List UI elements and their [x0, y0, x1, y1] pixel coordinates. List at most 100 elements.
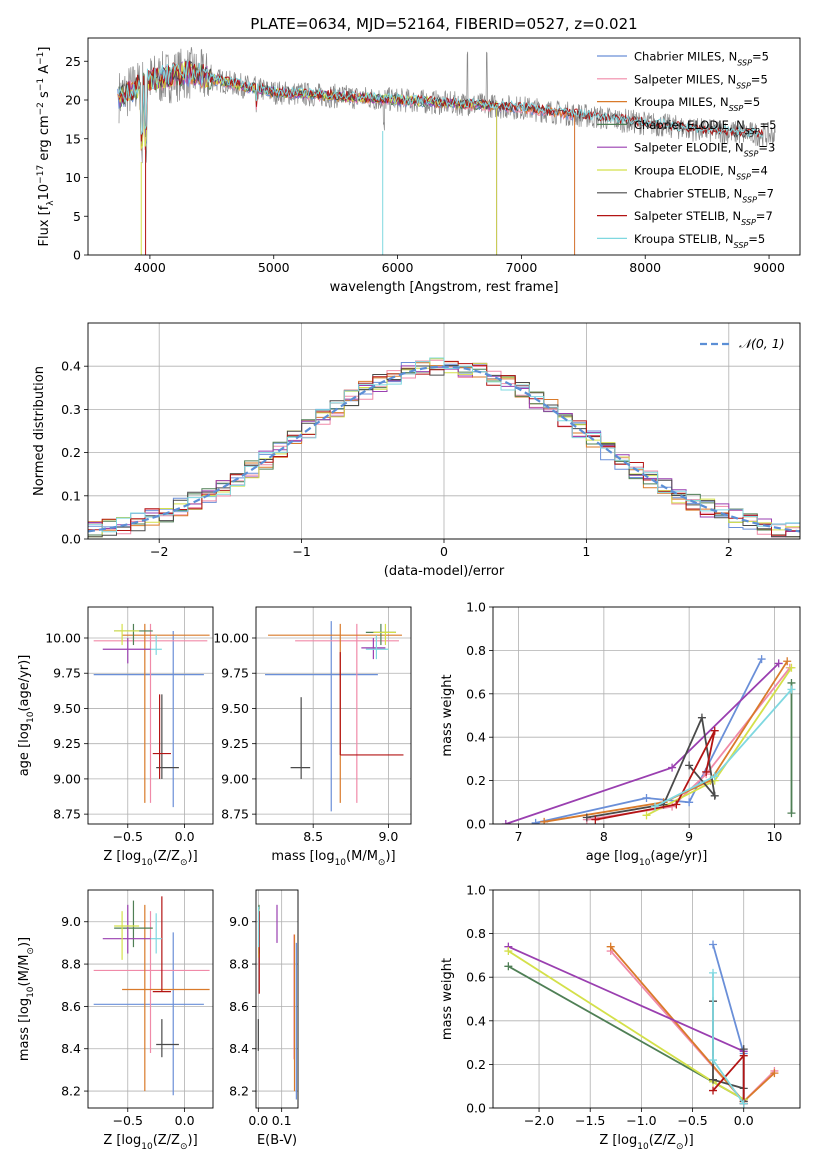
legend-eq: =	[752, 50, 762, 64]
weight-line	[654, 688, 793, 808]
legend-n-prefix: , N	[729, 118, 745, 132]
legend-eq: =	[756, 209, 766, 223]
legend-n: 7	[765, 209, 772, 223]
x-axis-label: wavelength [Angstrom, rest frame]	[330, 280, 559, 295]
axes-frame	[87, 889, 214, 1109]
x-tick-label: 0.0	[175, 829, 195, 844]
y-tick-label: 0.4	[61, 359, 81, 374]
legend-n: 4	[760, 164, 767, 178]
x-axis-label-part: 10	[639, 858, 651, 868]
legend-sub: SSP	[729, 104, 744, 113]
weight-marker	[531, 818, 540, 824]
y-tick-label: 0.0	[61, 532, 81, 547]
legend-entry: Chabrier STELIB, NSSP=7	[634, 186, 774, 204]
plot-area	[93, 896, 210, 1096]
legend-n-prefix: , N	[720, 164, 736, 178]
x-tick-label: 9000	[753, 260, 785, 275]
axes-frame	[492, 606, 801, 825]
x-axis-label: E(B-V)	[257, 1133, 297, 1148]
legend-name: Chabrier STELIB	[634, 186, 726, 200]
y-tick-label: 25	[65, 54, 81, 69]
x-tick-label: 9.0	[378, 829, 398, 844]
legend-eq: =	[751, 72, 761, 86]
weight-marker	[709, 1075, 718, 1084]
y-tick-label: 8.75	[221, 807, 249, 822]
legend-eq: =	[751, 164, 761, 178]
legend-n: 5	[753, 95, 760, 109]
x-axis-label: Z [log10(Z/Z⊙)]	[103, 849, 197, 868]
y-axis-label-part: )]	[17, 937, 32, 947]
y-tick-label: 0.4	[466, 730, 486, 745]
y-tick-label: 8.6	[61, 999, 81, 1014]
axes-frame	[87, 37, 801, 256]
legend-n-prefix: , N	[713, 95, 729, 109]
x-axis-label-part: mass [log	[271, 849, 334, 864]
y-tick-label: 9.00	[221, 771, 249, 786]
y-axis-label-part: 10	[26, 986, 36, 998]
weight-marker	[702, 767, 711, 776]
y-tick-label: 1.0	[466, 883, 486, 898]
legend-sub: SSP	[741, 218, 756, 227]
legend-sub: SSP	[744, 149, 759, 158]
x-tick-label: 5000	[258, 260, 290, 275]
legend-n-prefix: , N	[721, 50, 737, 64]
y-axis-label-part: 10	[37, 184, 52, 201]
y-axis-label-part: s	[37, 91, 52, 102]
y-tick-label: 9.25	[53, 736, 81, 751]
y-tick-label: 9.0	[61, 914, 81, 929]
legend-name: Salpeter STELIB	[634, 209, 725, 223]
y-tick-label: 10.00	[45, 631, 81, 646]
weight-marker	[501, 820, 510, 824]
plot-area	[501, 655, 796, 824]
x-tick-label: 0.0	[248, 1113, 268, 1128]
legend-n: 5	[762, 50, 769, 64]
legend-sub: SSP	[736, 81, 751, 90]
y-tick-label: 0.2	[466, 773, 486, 788]
legend-eq: =	[758, 141, 768, 155]
y-axis-label: Flux [fλ10−17 erg cm−2 s−1 A−1]	[36, 47, 56, 247]
legend-entry: Kroupa ELODIE, NSSP=4	[634, 164, 768, 182]
y-axis-label-part: −2	[36, 102, 46, 115]
legend-eq: =	[760, 118, 770, 132]
y-tick-label: 9.0	[229, 914, 249, 929]
weight-marker	[709, 968, 718, 977]
y-tick-label: 10.00	[213, 631, 249, 646]
x-tick-label: −2.0	[524, 1113, 554, 1128]
weight-marker	[709, 1086, 718, 1095]
x-tick-label: 0.1	[272, 1113, 292, 1128]
legend-sub: SSP	[742, 195, 757, 204]
y-axis-label: mass [log10(M/M⊙)]	[17, 937, 36, 1061]
model-spectrum-line	[118, 60, 498, 255]
figure-title: PLATE=0634, MJD=52164, FIBERID=0527, z=0…	[250, 15, 637, 33]
y-axis-label: Normed distribution	[32, 366, 47, 496]
y-axis-label-part: Flux [f	[37, 205, 52, 246]
legend-eq: =	[748, 232, 758, 246]
legend-n: 5	[769, 118, 776, 132]
panel-mass-vs-Z: −0.5 0.08.28.48.68.89.0Z [log10(Z/Z⊙)]mas…	[17, 889, 214, 1152]
legend-eq: =	[757, 186, 767, 200]
x-tick-label: 6000	[382, 260, 414, 275]
legend-sub: SSP	[737, 58, 752, 67]
weight-marker	[642, 793, 651, 802]
x-axis-label: (data-model)/error	[384, 564, 505, 579]
y-tick-label: 0.3	[61, 402, 81, 417]
weight-line	[595, 730, 716, 821]
residual-histogram	[88, 357, 800, 533]
weight-line	[505, 662, 780, 824]
weight-line	[507, 950, 745, 1101]
y-tick-label: 0.6	[466, 970, 486, 985]
weight-marker	[787, 663, 796, 672]
legend-n: 5	[758, 232, 765, 246]
plot-area	[93, 623, 210, 808]
y-tick-label: 9.50	[221, 701, 249, 716]
legend-n-prefix: , N	[728, 141, 744, 155]
weight-marker	[504, 947, 513, 956]
y-axis-label-part: −17	[36, 165, 46, 184]
y-tick-label: 8.8	[61, 957, 81, 972]
y-tick-label: 1.0	[466, 600, 486, 615]
y-axis-label-part: ]	[37, 47, 52, 52]
y-tick-label: 0.8	[466, 926, 486, 941]
y-tick-label: 8.6	[229, 999, 249, 1014]
